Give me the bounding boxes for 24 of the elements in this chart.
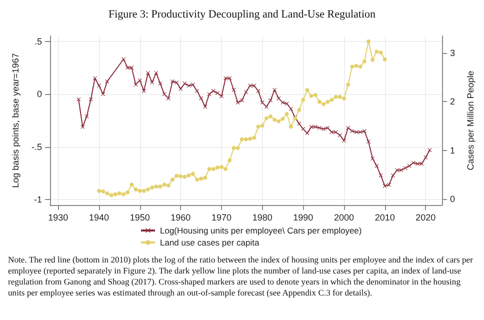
y2-axis-title: Cases per Million People [465, 70, 476, 170]
text: Note. The red line (bottom in 2010) plots the log of the ratio between the index of housing units per employee and the index of cars per employee (reported separately in Figure 2). The dark yellow line plots the number of land-use cases per capita, an index of land-use regulation from Ganong and Shoag (2017). Cross-shaped markers are used to denote years in which the denominator in the housing units per employee series was estimated through an out-of-sample forecast (see Appendix C.3 for details). [8, 254, 476, 298]
x-tick-label: 1950 [130, 212, 150, 222]
legend-label: Land use cases per capita [160, 238, 260, 248]
y2-tick-label: 3 [450, 48, 456, 58]
y2-tick-label: 1 [450, 145, 456, 156]
legend-label: Log(Housing units per employee\ Cars per employee) [160, 226, 362, 236]
x-tick-label: 1930 [48, 212, 68, 222]
x-tick-label: 1940 [88, 212, 110, 222]
y2-tick-label: 2 [450, 96, 456, 107]
chart-title: Figure 3: Productivity Decoupling and Land-Use Regulation [108, 8, 376, 20]
y2-tick-label: 0 [450, 194, 456, 204]
y-tick-label: -.5 [31, 142, 42, 152]
x-tick-label: 2020 [416, 212, 436, 222]
x-tick-label: 2000 [334, 212, 354, 222]
y-tick-label: -1 [34, 194, 42, 205]
x-tick-label: 1990 [293, 212, 314, 222]
x-tick-label: 1970 [211, 212, 232, 222]
y-tick-label: .5 [34, 36, 42, 46]
x-tick-label: 2010 [374, 212, 395, 222]
y-tick-label: 0 [36, 89, 42, 100]
y-axis-title: Log basis points, base year=1967 [10, 53, 20, 188]
x-tick-label: 1960 [170, 212, 191, 222]
x-tick-label: 1980 [252, 212, 272, 222]
